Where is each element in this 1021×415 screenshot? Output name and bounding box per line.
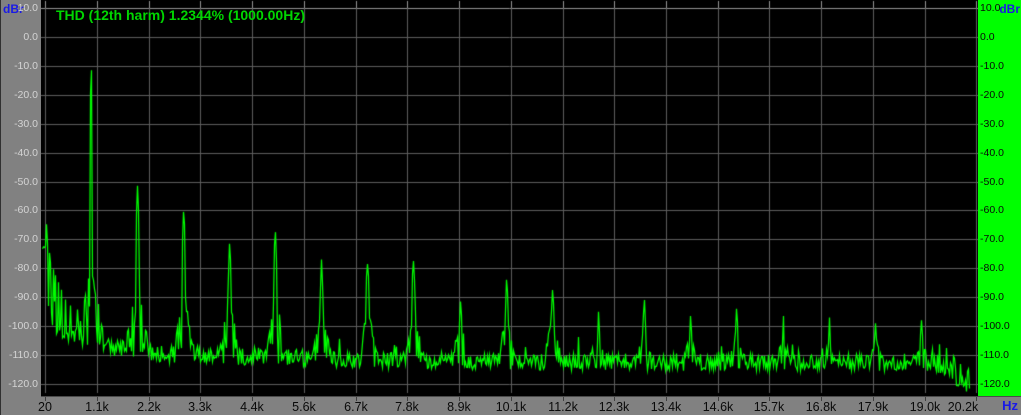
x-axis-tick-mark [666,397,667,401]
x-axis-tick-label: 11.2k [548,400,578,414]
y-axis-tick-label: -110.0 [9,349,38,361]
x-axis-tick-mark [614,397,615,401]
x-axis-tick-label: 4.4k [240,400,264,414]
x-axis-tick-label: 12.3k [598,400,630,414]
x-axis-tick-mark [769,397,770,401]
y-axis-tick-label: -50.0 [980,176,1004,188]
y-axis-tick-label: -90.0 [980,291,1004,303]
y-axis-tick-label: 10.0 [980,2,1001,14]
y-axis-tick-label: -20.0 [980,89,1004,101]
x-axis-tick-label: 10.1k [495,400,527,414]
y-axis-tick-label: -90.0 [14,291,38,303]
y-axis-tick-label: -50.0 [14,176,38,188]
x-axis-tick-mark [459,397,460,401]
y-axis-tick-label: -30.0 [14,118,38,130]
right-axis: dBr 10.0 0.0 -10.0 -20.0 -30.0 -40.0 -50.0 -60.… [978,0,1021,396]
y-axis-tick-label: -10.0 [980,60,1004,72]
right-axis-unit-label: dBr [999,2,1020,16]
x-axis-tick-mark [563,397,564,401]
y-axis-tick-label: -120.0 [980,378,1010,390]
y-axis-tick-label: -110.0 [980,349,1009,361]
y-axis-tick-label: -40.0 [980,147,1004,159]
x-axis-tick-label: 20 [38,400,52,414]
plot-area: THD (12th harm) 1.2344% (1000.00Hz) [41,0,978,396]
x-axis-tick-mark [976,397,977,401]
x-axis-tick-label: 17.9k [857,400,889,414]
y-axis-tick-label: -120.0 [8,378,38,390]
x-axis-tick-mark [200,397,201,401]
x-axis-tick-mark [873,397,874,401]
x-axis-tick-label: 6.7k [344,400,368,414]
y-axis-tick-label: -100.0 [980,320,1010,332]
left-axis-unit-label: dBr [3,2,24,16]
x-axis-tick-mark [252,397,253,401]
x-axis-tick-mark [45,397,46,401]
y-axis-tick-label: -80.0 [14,262,38,274]
x-axis-tick-label: 7.8k [395,400,419,414]
y-axis-tick-label: -80.0 [980,262,1004,274]
x-axis-tick-mark [356,397,357,401]
y-axis-tick-label: -70.0 [14,233,38,245]
y-axis-tick-label: 10.0 [17,2,38,14]
x-axis-tick-mark [925,397,926,401]
x-axis-tick-label: 15.7k [753,400,785,414]
bottom-axis: Hz 20 1.1k 2.2k 3.3k 4.4k 5.6k 6.7k 7.8k 8.9k 10.… [38,396,1021,415]
x-axis-tick-mark [511,397,512,401]
x-axis-tick-label: 14.6k [702,400,734,414]
y-axis-tick-label: 0.0 [980,31,995,43]
x-axis-tick-mark [718,397,719,401]
x-axis-tick-label: 20.2k [947,400,979,414]
left-axis: dBr 10.0 0.0 -10.0 -20.0 -30.0 -40.0 -50.0 -60.… [1,0,41,415]
x-axis-tick-label: 8.9k [447,400,471,414]
y-axis-tick-label: -10.0 [14,60,38,72]
x-axis-tick-label: 13.4k [650,400,682,414]
x-axis-tick-label: 3.3k [188,400,212,414]
x-axis-tick-label: 2.2k [137,400,161,414]
x-axis-tick-mark [407,397,408,401]
x-axis-tick-label: 1.1k [85,400,109,414]
x-axis-tick-mark [821,397,822,401]
y-axis-tick-label: -100.0 [8,320,38,332]
y-axis-tick-label: -30.0 [980,118,1004,130]
y-axis-tick-label: -40.0 [14,147,38,159]
y-axis-tick-label: -20.0 [14,89,38,101]
chart-title: THD (12th harm) 1.2344% (1000.00Hz) [56,7,305,23]
x-axis-tick-label: 16.8k [805,400,837,414]
bottom-axis-unit-label: Hz [1002,398,1018,413]
y-axis-tick-label: 0.0 [23,31,38,43]
x-axis-tick-label: 5.6k [292,400,316,414]
y-axis-tick-label: -60.0 [14,204,38,216]
spectrum-canvas [41,0,978,396]
x-axis-tick-label: 19.0k [909,400,941,414]
y-axis-tick-label: -70.0 [980,233,1004,245]
x-axis-tick-mark [149,397,150,401]
y-axis-tick-label: -60.0 [980,204,1004,216]
x-axis-tick-mark [97,397,98,401]
x-axis-tick-mark [304,397,305,401]
